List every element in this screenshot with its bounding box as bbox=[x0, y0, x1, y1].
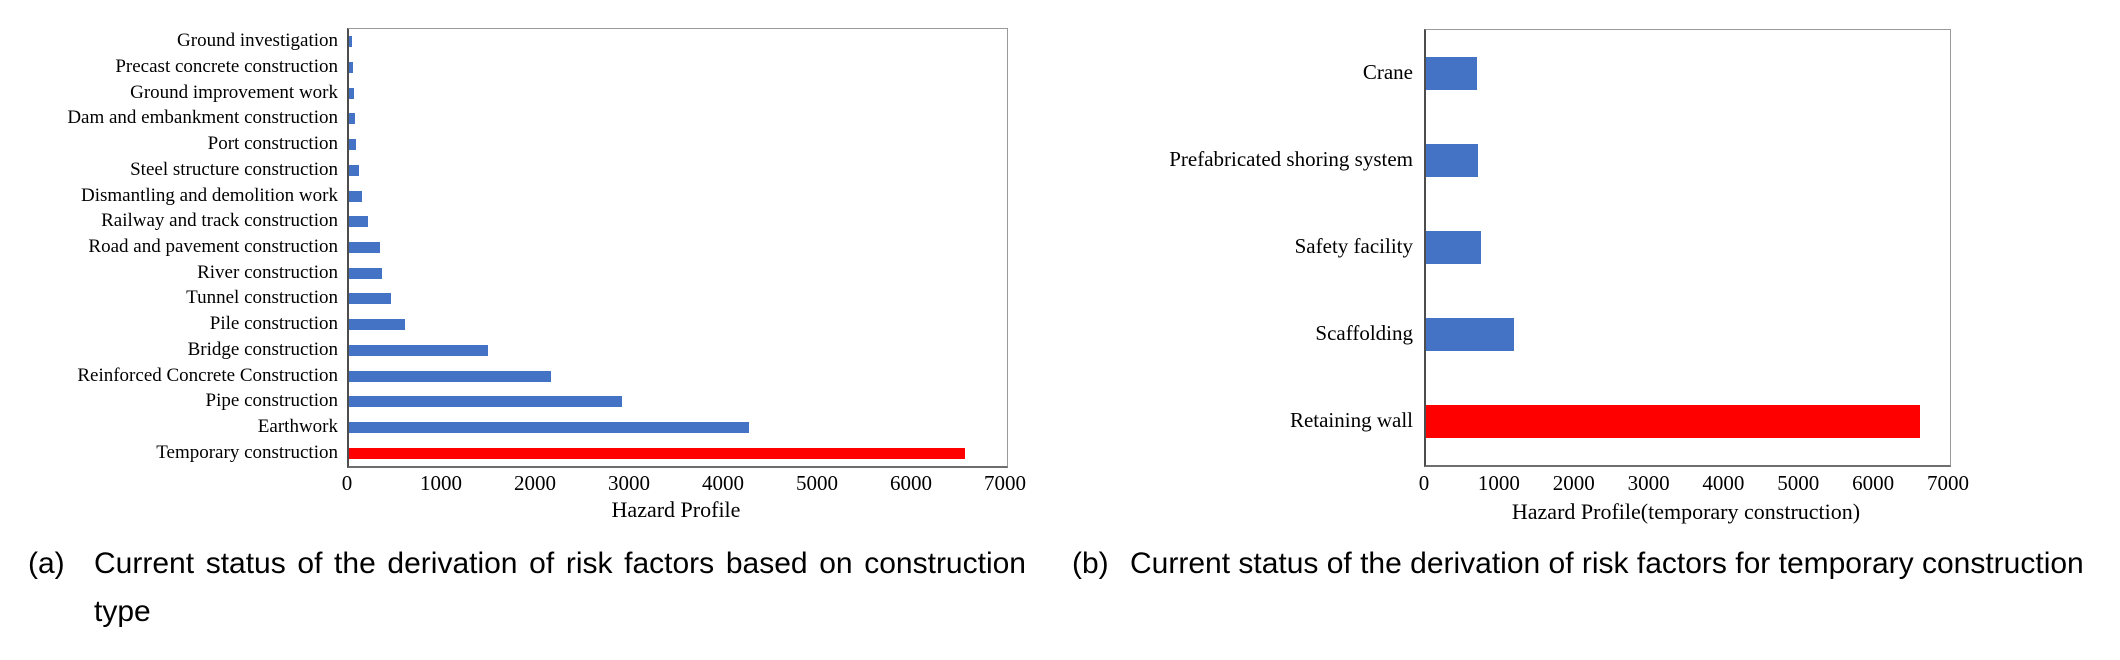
bar-road-and-pavement-construction bbox=[349, 242, 381, 253]
x-tick-label: 5000 bbox=[1777, 471, 1820, 495]
caption-a-text: Current status of the derivation of risk… bbox=[94, 547, 1026, 628]
bar-prefabricated-shoring-system bbox=[1426, 144, 1479, 177]
category-label: Pipe construction bbox=[205, 390, 338, 412]
category-label: Bridge construction bbox=[187, 338, 338, 360]
x-tick-label: 7000 bbox=[1927, 471, 1969, 495]
x-tick-label: 1000 bbox=[420, 471, 462, 495]
x-tick-label: 0 bbox=[341, 471, 353, 495]
category-label: Crane bbox=[1362, 60, 1413, 84]
x-axis-title-a: Hazard Profile bbox=[611, 497, 741, 522]
plot-area-b bbox=[1424, 29, 1951, 467]
x-tick-label: 0 bbox=[1418, 471, 1430, 495]
category-label: Port construction bbox=[207, 133, 338, 155]
caption-b-marker: (b) bbox=[1072, 547, 1109, 580]
category-label: Ground improvement work bbox=[130, 81, 338, 103]
bar-steel-structure-construction bbox=[349, 164, 360, 176]
category-label: Dismantling and demolition work bbox=[80, 184, 338, 206]
bar-temporary-construction bbox=[349, 447, 965, 459]
bar-safety-facility bbox=[1426, 231, 1481, 264]
category-label: Pile construction bbox=[209, 313, 338, 335]
caption-a: (a) Current status of the derivation of … bbox=[28, 540, 1038, 636]
bar-dam-and-embankment-construction bbox=[349, 113, 356, 125]
category-label: Scaffolding bbox=[1315, 321, 1413, 345]
plot-area-a bbox=[347, 28, 1008, 468]
bar-pipe-construction bbox=[349, 396, 622, 408]
x-tick-label: 3000 bbox=[608, 471, 650, 495]
bar-chart-temporary-construction: Hazard Profile(temporary construction) C… bbox=[1060, 0, 2120, 660]
bar-retaining-wall bbox=[1426, 405, 1921, 438]
x-tick-label: 7000 bbox=[984, 471, 1026, 495]
x-tick-label: 1000 bbox=[1477, 471, 1520, 495]
category-label: Precast concrete construction bbox=[115, 56, 338, 78]
caption-a-marker: (a) bbox=[28, 547, 65, 580]
category-label: Steel structure construction bbox=[130, 158, 338, 180]
category-label: River construction bbox=[197, 261, 338, 283]
category-label: Earthwork bbox=[257, 415, 338, 437]
caption-b: (b) Current status of the derivation of … bbox=[1072, 540, 2112, 588]
category-label: Retaining wall bbox=[1289, 408, 1413, 432]
category-label: Ground investigation bbox=[177, 30, 338, 52]
bar-bridge-construction bbox=[349, 344, 489, 356]
category-label: Railway and track construction bbox=[101, 210, 338, 232]
category-label: Dam and embankment construction bbox=[67, 107, 338, 129]
category-label: Safety facility bbox=[1294, 234, 1413, 258]
bar-scaffolding bbox=[1426, 318, 1514, 351]
bar-crane bbox=[1426, 57, 1477, 90]
bar-chart-construction-type: Hazard Profile Ground investigation Preca… bbox=[67, 28, 1026, 522]
category-label: Road and pavement construction bbox=[88, 236, 338, 257]
x-axis-title-b: Hazard Profile(temporary construction) bbox=[1511, 499, 1861, 524]
bar-earthwork bbox=[349, 421, 749, 433]
bar-railway-and-track-construction bbox=[349, 216, 369, 228]
x-tick-label: 4000 bbox=[702, 471, 744, 495]
bar-pile-construction bbox=[349, 319, 406, 331]
x-tick-label: 4000 bbox=[1702, 471, 1745, 495]
bar-port-construction bbox=[349, 139, 357, 151]
bar-ground-improvement-work bbox=[349, 87, 354, 99]
bar-river-construction bbox=[349, 267, 382, 279]
x-tick-label: 3000 bbox=[1627, 471, 1670, 495]
category-label: Reinforced Concrete Construction bbox=[77, 364, 338, 386]
bar-dismantling-and-demolition-work bbox=[349, 190, 363, 202]
category-label: Prefabricated shoring system bbox=[1169, 147, 1413, 171]
x-tick-label: 6000 bbox=[890, 471, 932, 495]
x-tick-label: 2000 bbox=[514, 471, 556, 495]
caption-b-text: Current status of the derivation of risk… bbox=[1130, 547, 2084, 580]
bar-tunnel-construction bbox=[349, 293, 391, 305]
category-label: Tunnel construction bbox=[186, 287, 338, 309]
x-tick-label: 6000 bbox=[1852, 471, 1895, 495]
bar-reinforced-concrete-construction bbox=[349, 370, 552, 382]
x-tick-label: 5000 bbox=[796, 471, 838, 495]
category-label: Temporary construction bbox=[156, 441, 338, 463]
x-tick-label: 2000 bbox=[1552, 471, 1595, 495]
bar-precast-concrete-construction bbox=[349, 62, 353, 74]
bar-ground-investigation bbox=[349, 36, 352, 48]
